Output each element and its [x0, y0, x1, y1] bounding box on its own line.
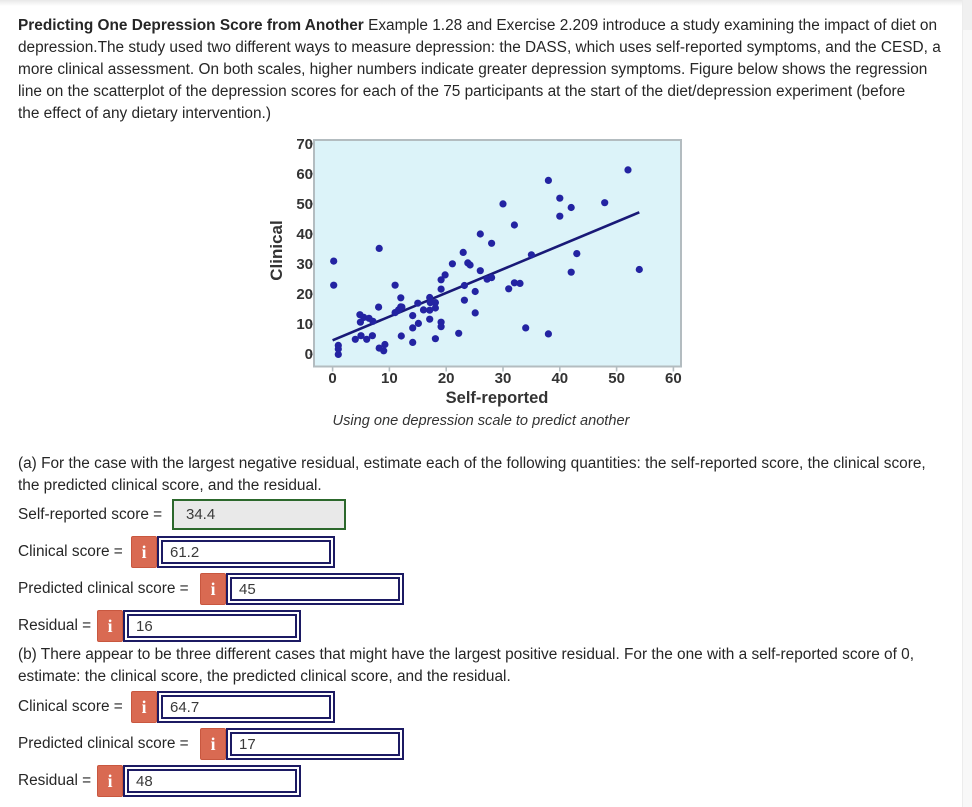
svg-text:40: 40 [551, 370, 568, 387]
svg-text:60: 60 [665, 370, 682, 387]
svg-text:Self-reported: Self-reported [446, 389, 549, 407]
svg-text:20: 20 [438, 370, 455, 387]
svg-text:60: 60 [296, 166, 313, 183]
svg-text:30: 30 [495, 370, 512, 387]
svg-text:10: 10 [381, 370, 398, 387]
svg-text:0: 0 [305, 346, 313, 363]
svg-text:40: 40 [296, 226, 313, 243]
svg-text:10: 10 [296, 316, 313, 333]
svg-text:0: 0 [328, 370, 336, 387]
svg-text:50: 50 [296, 196, 313, 213]
svg-text:20: 20 [296, 286, 313, 303]
svg-text:50: 50 [608, 370, 625, 387]
svg-text:Using one depression scale to: Using one depression scale to predict an… [333, 413, 631, 429]
svg-text:30: 30 [296, 256, 313, 273]
svg-text:Clinical: Clinical [270, 220, 286, 280]
svg-text:70: 70 [296, 136, 313, 153]
